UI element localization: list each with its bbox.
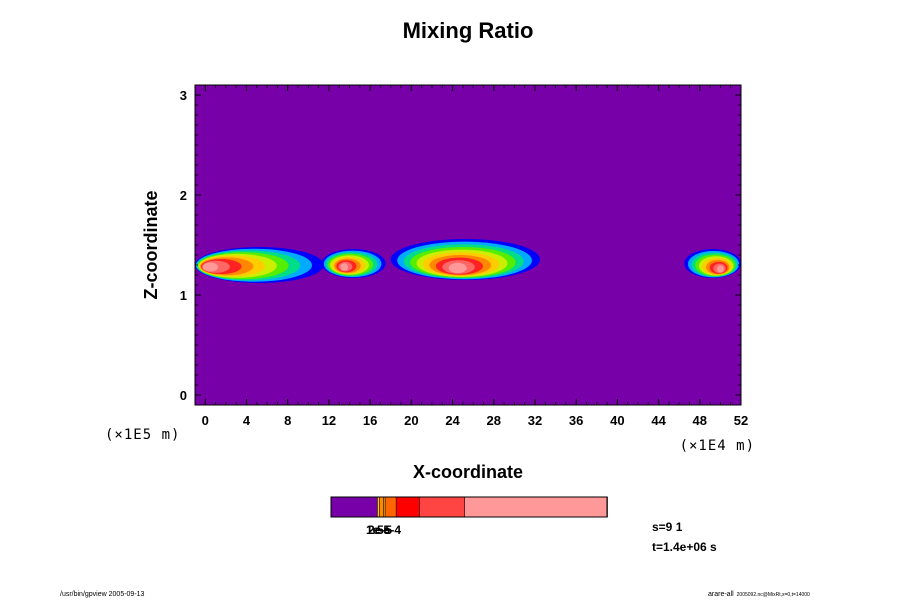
colorbar-segment-6 — [395, 496, 421, 518]
x-unit-label: (×1E4 m) — [680, 438, 755, 454]
x-tick-label-6: 24 — [445, 413, 460, 428]
footer-right-sub: 2005092.nc@MixRt,x=0,t=14000 — [737, 592, 810, 598]
colorbar-label-2: 2e-5 — [368, 523, 392, 537]
x-tick-label-13: 52 — [734, 413, 748, 428]
x-tick-label-0: 0 — [202, 413, 209, 428]
colorbar-labels: 1e-52e-55e-4 — [366, 523, 401, 537]
footer-right: arare-all 2005092.nc@MixRt,x=0,t=14000 — [708, 591, 810, 598]
y-tick-label-1: 1 — [180, 288, 187, 303]
x-tick-label-2: 8 — [284, 413, 291, 428]
plume-4 — [684, 249, 741, 278]
footer-right-main: arare-all — [708, 591, 734, 598]
x-tick-label-8: 32 — [528, 413, 542, 428]
colorbar-segment-7 — [419, 496, 466, 518]
y-unit-label: (×1E5 m) — [105, 427, 180, 443]
x-tick-label-10: 40 — [610, 413, 624, 428]
colorbar-label-3: 5e-4 — [377, 523, 401, 537]
colorbar-frame — [330, 496, 608, 518]
y-axis-label: Z-coordinate — [141, 190, 161, 299]
plume-1 — [195, 247, 324, 283]
x-tick-label-11: 44 — [651, 413, 666, 428]
y-tick-label-0: 0 — [180, 388, 187, 403]
footer-left: /usr/bin/gpview 2005-09-13 — [60, 591, 145, 598]
plume-layer — [195, 239, 741, 283]
plume-1-band-10 — [202, 262, 219, 272]
x-tick-label-12: 48 — [693, 413, 707, 428]
x-axis-ticks: 0 4 8 12 16 20 24 28 32 36 40 44 48 52 — [194, 85, 748, 428]
y-tick-label-3: 3 — [180, 88, 187, 103]
x-tick-label-7: 28 — [487, 413, 501, 428]
plume-3-band-10 — [448, 262, 467, 274]
colorbar-segment-5 — [384, 496, 397, 518]
plume-3 — [390, 239, 541, 280]
x-tick-label-1: 4 — [243, 413, 251, 428]
x-tick-label-4: 16 — [363, 413, 377, 428]
x-tick-label-3: 12 — [322, 413, 336, 428]
x-tick-label-9: 36 — [569, 413, 583, 428]
x-tick-label-5: 20 — [404, 413, 418, 428]
plume-2-band-10 — [340, 263, 349, 271]
colorbar-segment-8 — [464, 496, 608, 518]
x-axis-label: X-coordinate — [413, 462, 523, 482]
step-info: s=9 1 — [652, 520, 683, 534]
time-info: t=1.4e+06 s — [652, 540, 717, 554]
colorbar-label-1: 1e-5 — [366, 523, 390, 537]
plume-2 — [321, 249, 386, 278]
y-tick-label-2: 2 — [180, 188, 187, 203]
colorbar — [330, 496, 608, 518]
plume-4-band-10 — [716, 265, 724, 273]
chart-title: Mixing Ratio — [403, 18, 534, 43]
y-axis-ticks: 0 1 2 3 — [180, 88, 741, 403]
colorbar-segment-1 — [330, 496, 379, 518]
